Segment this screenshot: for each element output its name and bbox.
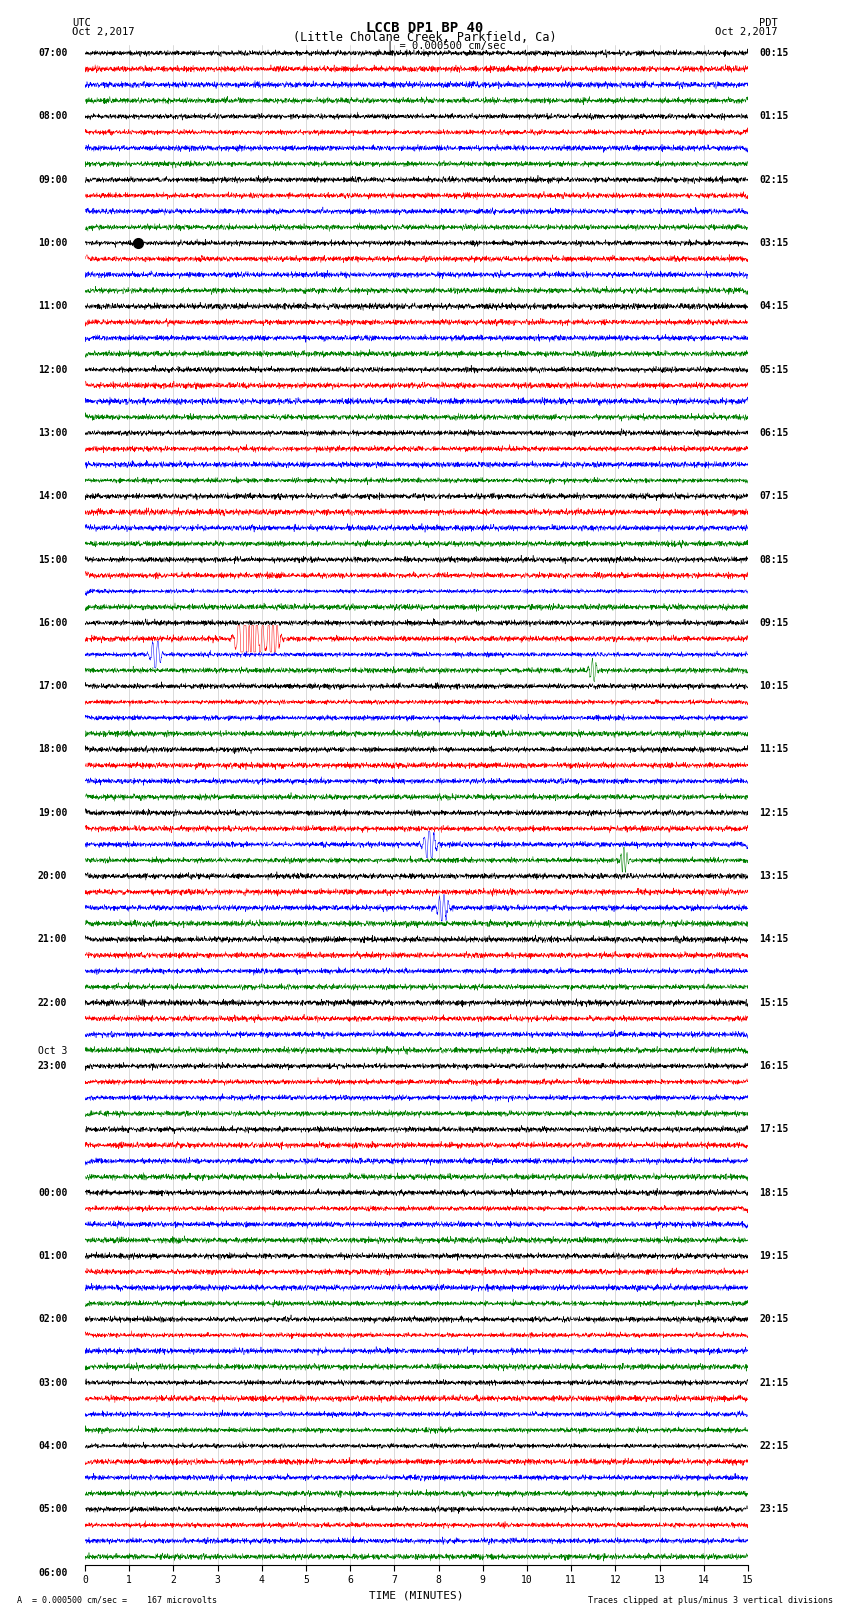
Text: A  = 0.000500 cm/sec =    167 microvolts: A = 0.000500 cm/sec = 167 microvolts	[17, 1595, 217, 1605]
Text: 08:15: 08:15	[759, 555, 789, 565]
Text: 01:00: 01:00	[38, 1252, 67, 1261]
Text: 15:15: 15:15	[759, 998, 789, 1008]
Text: 04:15: 04:15	[759, 302, 789, 311]
Text: 04:00: 04:00	[38, 1440, 67, 1452]
Text: 18:00: 18:00	[38, 745, 67, 755]
Text: 00:15: 00:15	[759, 48, 789, 58]
Text: 17:15: 17:15	[759, 1124, 789, 1134]
Text: 20:00: 20:00	[38, 871, 67, 881]
Text: 08:00: 08:00	[38, 111, 67, 121]
Text: 07:15: 07:15	[759, 492, 789, 502]
Text: 19:15: 19:15	[759, 1252, 789, 1261]
Text: 23:00: 23:00	[38, 1061, 67, 1071]
Text: | = 0.000500 cm/sec: | = 0.000500 cm/sec	[387, 40, 506, 52]
Text: 13:15: 13:15	[759, 871, 789, 881]
Text: 18:15: 18:15	[759, 1187, 789, 1198]
Text: 22:00: 22:00	[38, 998, 67, 1008]
Text: 13:00: 13:00	[38, 427, 67, 439]
Text: (Little Cholane Creek, Parkfield, Ca): (Little Cholane Creek, Parkfield, Ca)	[293, 31, 557, 44]
Text: 10:15: 10:15	[759, 681, 789, 692]
Text: 16:15: 16:15	[759, 1061, 789, 1071]
Text: Oct 3: Oct 3	[38, 1045, 67, 1057]
Text: UTC: UTC	[72, 18, 91, 27]
Text: 10:00: 10:00	[38, 239, 67, 248]
Text: 11:00: 11:00	[38, 302, 67, 311]
Text: 02:00: 02:00	[38, 1315, 67, 1324]
Text: 06:15: 06:15	[759, 427, 789, 439]
Text: 09:00: 09:00	[38, 174, 67, 185]
Text: Traces clipped at plus/minus 3 vertical divisions: Traces clipped at plus/minus 3 vertical …	[588, 1595, 833, 1605]
Text: 14:15: 14:15	[759, 934, 789, 945]
Text: 05:15: 05:15	[759, 365, 789, 374]
Text: 23:15: 23:15	[759, 1505, 789, 1515]
Text: 05:00: 05:00	[38, 1505, 67, 1515]
Text: 22:15: 22:15	[759, 1440, 789, 1452]
Text: LCCB DP1 BP 40: LCCB DP1 BP 40	[366, 21, 484, 35]
Text: 14:00: 14:00	[38, 492, 67, 502]
Text: 12:15: 12:15	[759, 808, 789, 818]
Text: PDT: PDT	[759, 18, 778, 27]
Text: 11:15: 11:15	[759, 745, 789, 755]
Text: 20:15: 20:15	[759, 1315, 789, 1324]
Text: 02:15: 02:15	[759, 174, 789, 185]
Text: 09:15: 09:15	[759, 618, 789, 627]
Text: 07:00: 07:00	[38, 48, 67, 58]
X-axis label: TIME (MINUTES): TIME (MINUTES)	[369, 1590, 464, 1600]
Text: 17:00: 17:00	[38, 681, 67, 692]
Text: Oct 2,2017: Oct 2,2017	[72, 27, 135, 37]
Text: 12:00: 12:00	[38, 365, 67, 374]
Text: 19:00: 19:00	[38, 808, 67, 818]
Text: 15:00: 15:00	[38, 555, 67, 565]
Text: 03:15: 03:15	[759, 239, 789, 248]
Text: 16:00: 16:00	[38, 618, 67, 627]
Text: Oct 2,2017: Oct 2,2017	[715, 27, 778, 37]
Text: 03:00: 03:00	[38, 1378, 67, 1387]
Text: 21:15: 21:15	[759, 1378, 789, 1387]
Text: 01:15: 01:15	[759, 111, 789, 121]
Text: 21:00: 21:00	[38, 934, 67, 945]
Text: 00:00: 00:00	[38, 1187, 67, 1198]
Text: 06:00: 06:00	[38, 1568, 67, 1578]
